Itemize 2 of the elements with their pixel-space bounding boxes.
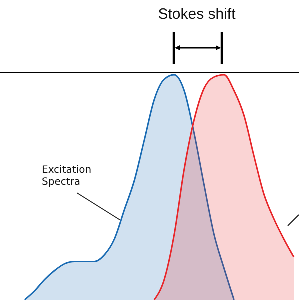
text: Stokes shift [157, 6, 237, 23]
text: Excitation Spectra [42, 165, 93, 189]
